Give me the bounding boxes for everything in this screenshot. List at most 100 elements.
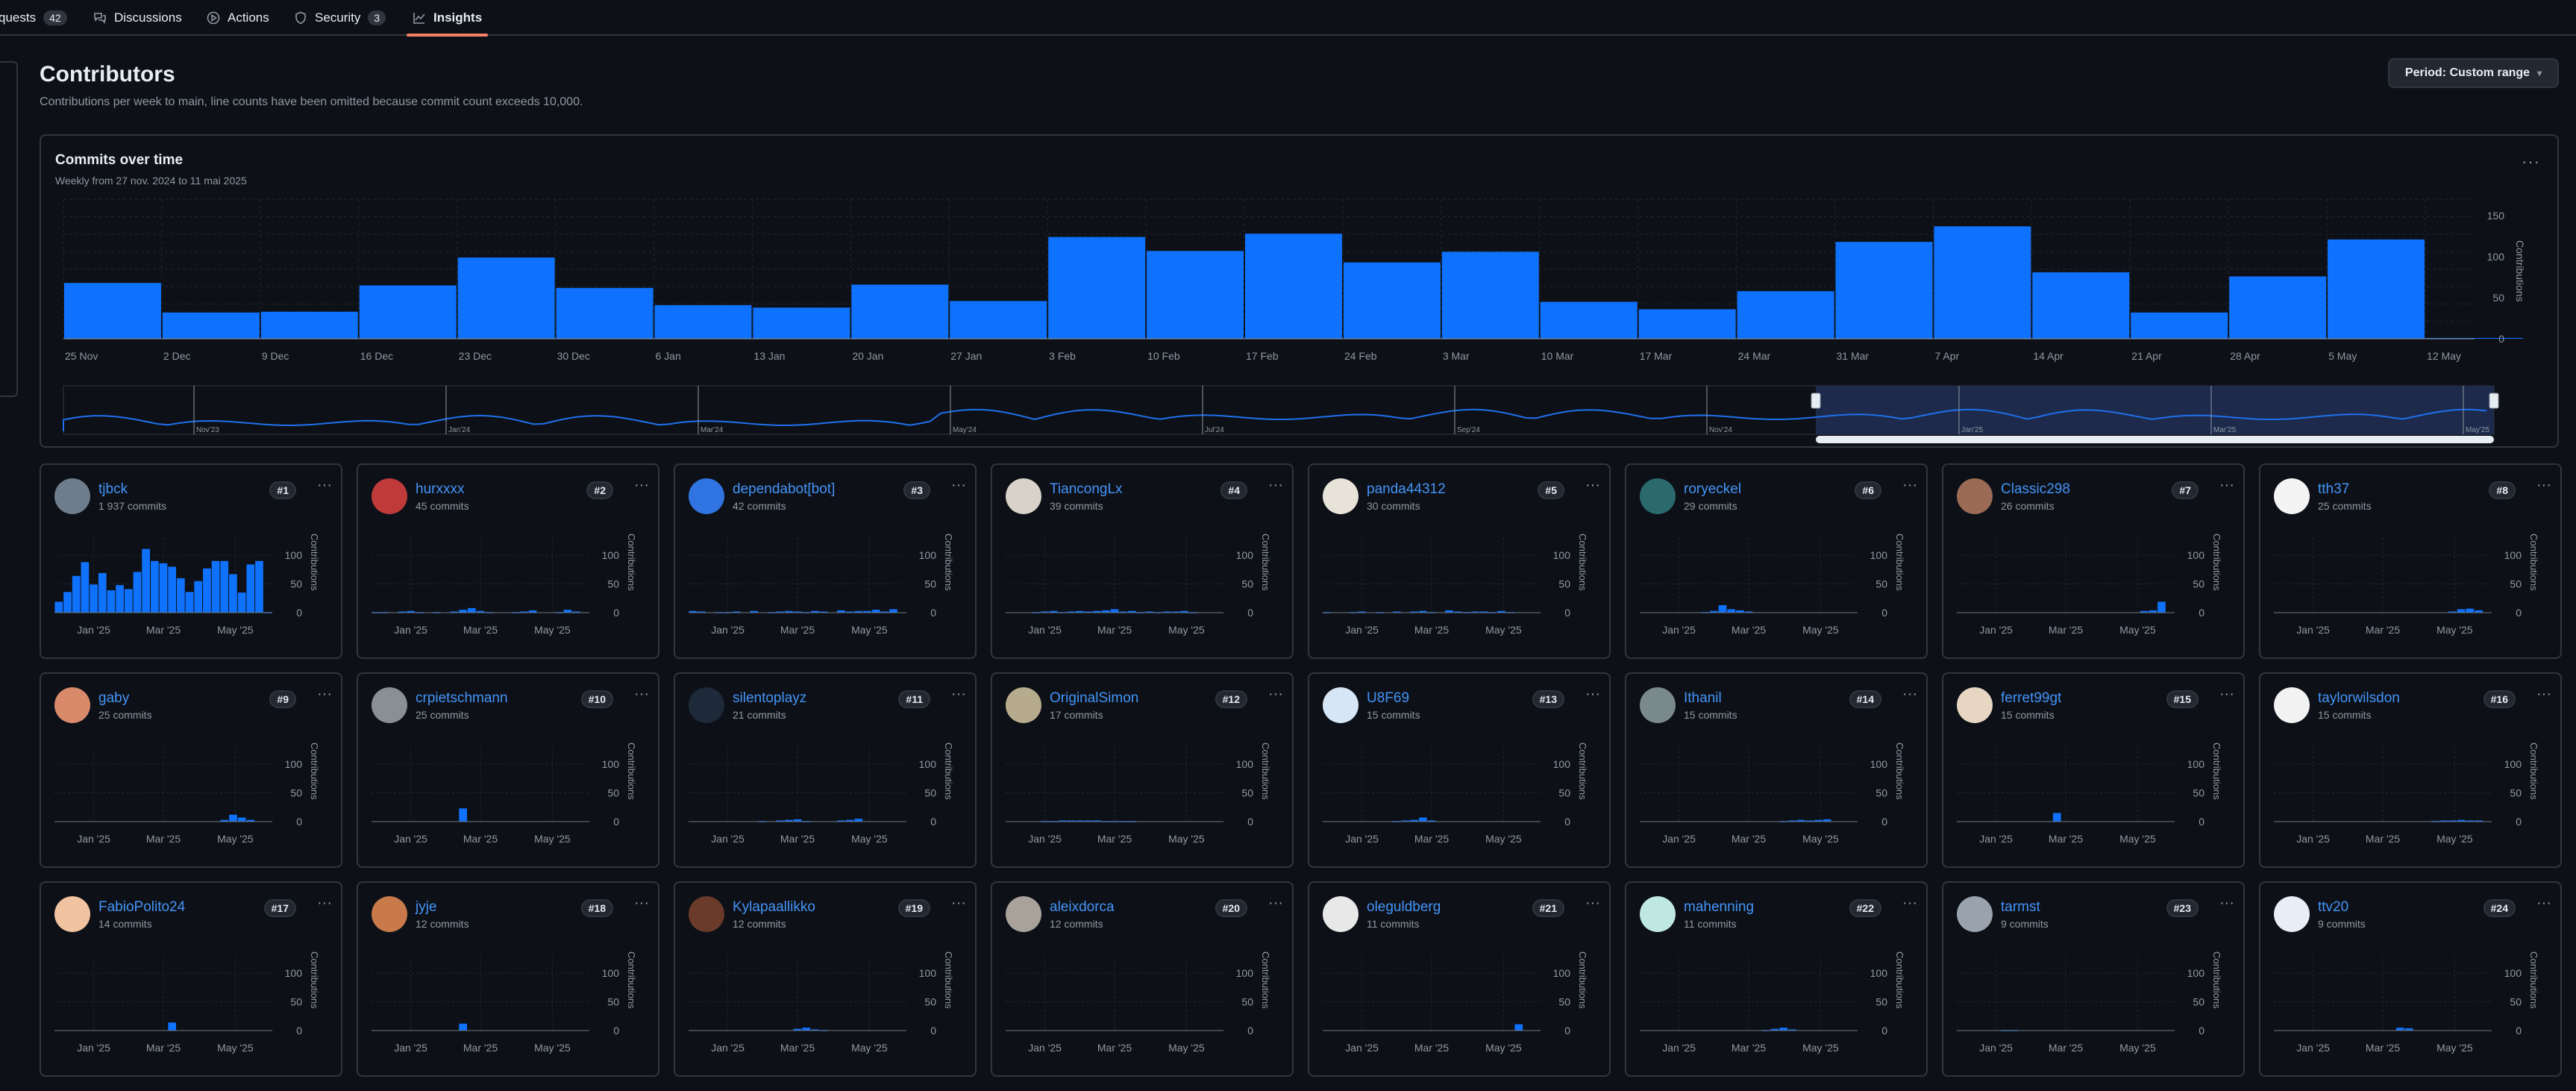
period-select[interactable]: Period: Custom range ▾ xyxy=(2388,58,2559,88)
contributor-name[interactable]: mahenning xyxy=(1684,899,1755,915)
card-menu-icon[interactable]: ··· xyxy=(951,477,966,493)
contributor-name[interactable]: FabioPolito24 xyxy=(98,899,186,915)
contributor-chart: Jan '25 Mar '25 May '25 0 50 100 Contributions xyxy=(1957,743,2222,845)
avatar[interactable] xyxy=(1957,478,1993,514)
contributor-name[interactable]: hurxxxx xyxy=(416,481,465,497)
tab-insights[interactable]: Insights xyxy=(406,0,489,37)
card-menu-icon[interactable]: ··· xyxy=(1585,895,1600,911)
avatar[interactable] xyxy=(1640,478,1676,514)
card-menu-icon[interactable]: ··· xyxy=(1902,686,1917,702)
card-menu-icon[interactable]: ··· xyxy=(1902,895,1917,911)
card-menu-icon[interactable]: ··· xyxy=(1585,686,1600,702)
avatar[interactable] xyxy=(1640,687,1676,723)
avatar[interactable] xyxy=(689,478,724,514)
avatar[interactable] xyxy=(1957,687,1993,723)
avatar[interactable] xyxy=(1006,687,1041,723)
chart-bar xyxy=(2457,609,2466,613)
contributor-name[interactable]: TiancongLx xyxy=(1050,481,1123,497)
card-menu-icon[interactable]: ··· xyxy=(1268,686,1283,702)
card-menu-icon[interactable]: ··· xyxy=(2536,895,2551,911)
card-menu-icon[interactable]: ··· xyxy=(634,477,649,493)
card-menu-icon[interactable]: ··· xyxy=(1902,477,1917,493)
contributor-chart: Jan '25 Mar '25 May '25 0 50 100 Contributions xyxy=(689,951,954,1054)
card-menu-icon[interactable]: ··· xyxy=(1585,477,1600,493)
contributor-name[interactable]: taylorwilsdon xyxy=(2318,690,2400,706)
card-menu-icon[interactable]: ··· xyxy=(317,477,332,493)
avatar[interactable] xyxy=(2274,896,2310,932)
card-menu-icon[interactable]: ··· xyxy=(634,895,649,911)
avatar[interactable] xyxy=(1006,478,1041,514)
x-tick-label: Mar '25 xyxy=(780,1042,815,1054)
card-menu-icon[interactable]: ··· xyxy=(1268,895,1283,911)
card-menu-icon[interactable]: ··· xyxy=(634,686,649,702)
rank-badge: #16 xyxy=(2483,690,2516,708)
avatar[interactable] xyxy=(1323,896,1358,932)
avatar[interactable] xyxy=(689,896,724,932)
tab-pull-requests[interactable]: quests 42 xyxy=(0,0,67,36)
y-tick-label: 100 xyxy=(285,549,303,561)
rank-badge: #13 xyxy=(1532,690,1564,708)
avatar[interactable] xyxy=(54,478,90,514)
card-menu-icon[interactable]: ··· xyxy=(2219,895,2234,911)
card-menu-icon[interactable]: ··· xyxy=(2219,686,2234,702)
avatar[interactable] xyxy=(1323,478,1358,514)
card-menu-icon[interactable]: ··· xyxy=(1268,477,1283,493)
contributor-name[interactable]: ttv20 xyxy=(2318,899,2349,915)
avatar[interactable] xyxy=(2274,687,2310,723)
contributor-name[interactable]: aleixdorca xyxy=(1050,899,1115,915)
contributor-name[interactable]: gaby xyxy=(98,690,130,706)
contributor-name[interactable]: Classic298 xyxy=(2001,481,2070,497)
panel-subtitle: Weekly from 27 nov. 2024 to 11 mai 2025 xyxy=(55,175,247,187)
brush-tick-label: May'25 xyxy=(2466,426,2489,434)
avatar[interactable] xyxy=(372,687,407,723)
avatar[interactable] xyxy=(54,896,90,932)
contributor-name[interactable]: roryeckel xyxy=(1684,481,1742,497)
contributor-name[interactable]: dependabot[bot] xyxy=(733,481,836,497)
avatar[interactable] xyxy=(1640,896,1676,932)
card-menu-icon[interactable]: ··· xyxy=(2536,477,2551,493)
y-axis-label: Contributions xyxy=(1577,534,1588,591)
tab-security[interactable]: Security 3 xyxy=(294,0,386,36)
x-tick-label: May '25 xyxy=(217,833,254,845)
card-menu-icon[interactable]: ··· xyxy=(2536,686,2551,702)
contributor-card: OriginalSimon 17 commits #12 ··· Jan '25 Mar … xyxy=(991,672,1294,868)
chart-bar xyxy=(142,548,150,613)
contributor-name[interactable]: OriginalSimon xyxy=(1050,690,1139,706)
tab-actions[interactable]: Actions xyxy=(207,0,269,36)
avatar[interactable] xyxy=(372,478,407,514)
avatar[interactable] xyxy=(1957,896,1993,932)
contributor-name[interactable]: tarmst xyxy=(2001,899,2040,915)
card-menu-icon[interactable]: ··· xyxy=(2219,477,2234,493)
x-tick-label: May '25 xyxy=(1485,624,1522,636)
commit-count: 15 commits xyxy=(2318,709,2372,721)
avatar[interactable] xyxy=(2274,478,2310,514)
contributor-name[interactable]: crpietschmann xyxy=(416,690,508,706)
contributor-name[interactable]: Kylapaallikko xyxy=(733,899,815,915)
card-menu-icon[interactable]: ··· xyxy=(317,895,332,911)
chart-menu-icon[interactable]: ··· xyxy=(2522,152,2540,171)
sidebar-menu[interactable] xyxy=(0,61,18,397)
contributor-name[interactable]: oleguldberg xyxy=(1367,899,1441,915)
y-axis-label: Contributions xyxy=(309,951,320,1009)
avatar[interactable] xyxy=(54,687,90,723)
card-menu-icon[interactable]: ··· xyxy=(317,686,332,702)
avatar[interactable] xyxy=(689,687,724,723)
contributor-name[interactable]: jyje xyxy=(416,899,437,915)
contributor-name[interactable]: silentoplayz xyxy=(733,690,807,706)
contributor-name[interactable]: ferret99gt xyxy=(2001,690,2062,706)
contributor-name[interactable]: tjbck xyxy=(98,481,128,497)
contributor-name[interactable]: U8F69 xyxy=(1367,690,1410,706)
contributor-name[interactable]: panda44312 xyxy=(1367,481,1446,497)
chart-bar xyxy=(1110,609,1119,613)
contributor-name[interactable]: tth37 xyxy=(2318,481,2350,497)
x-tick-label: May '25 xyxy=(1485,833,1522,845)
y-tick-label: 100 xyxy=(1236,967,1254,979)
tab-discussions[interactable]: Discussions xyxy=(93,0,182,36)
contributor-name[interactable]: Ithanil xyxy=(1684,690,1722,706)
avatar[interactable] xyxy=(372,896,407,932)
card-menu-icon[interactable]: ··· xyxy=(951,895,966,911)
card-menu-icon[interactable]: ··· xyxy=(951,686,966,702)
avatar[interactable] xyxy=(1006,896,1041,932)
avatar[interactable] xyxy=(1323,687,1358,723)
rank-badge: #22 xyxy=(1849,899,1881,917)
